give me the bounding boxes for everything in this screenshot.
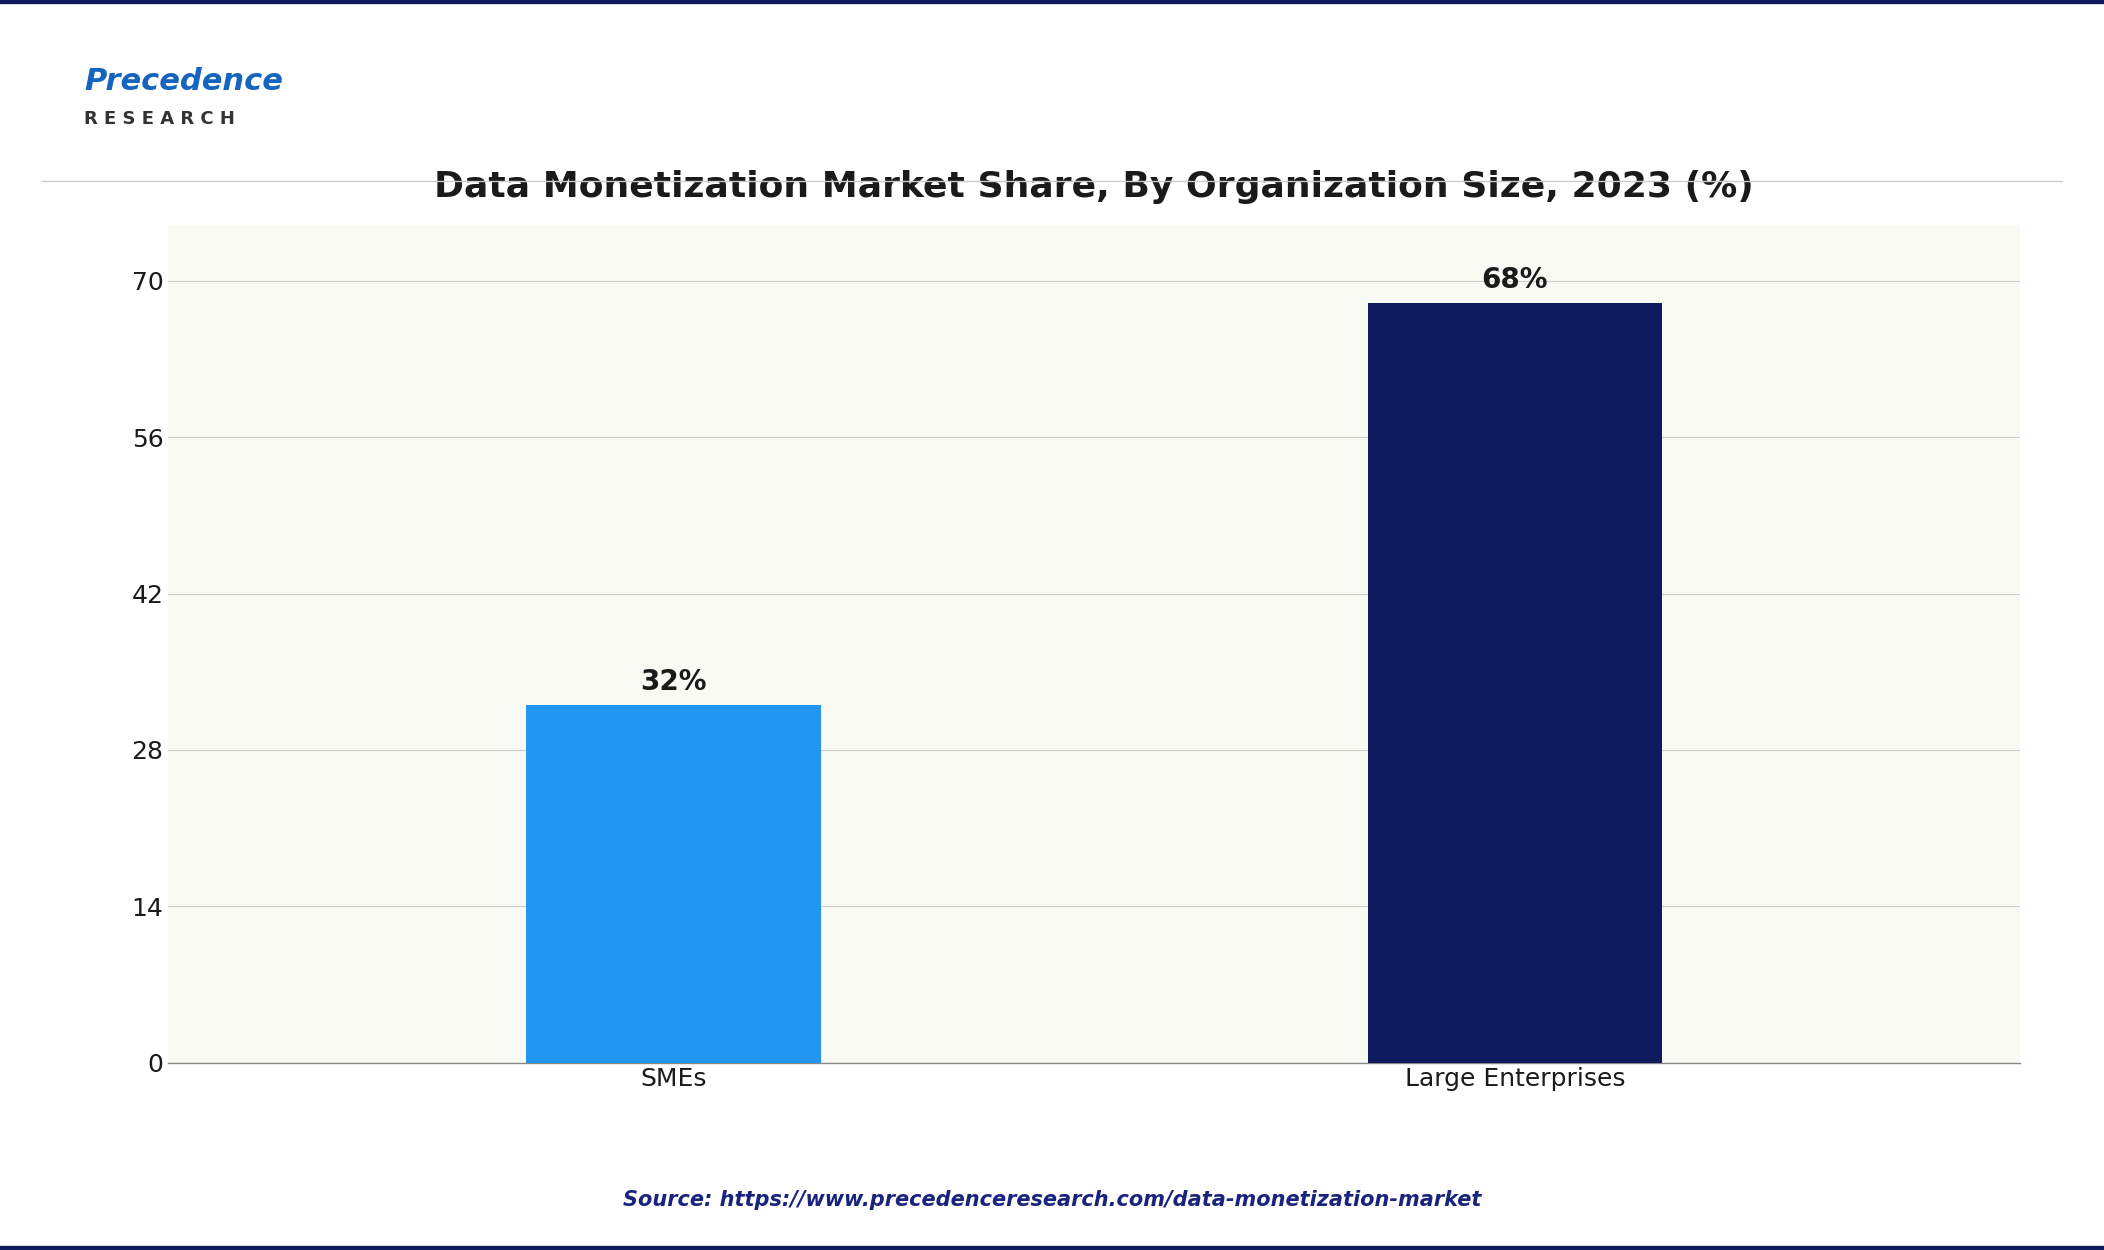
Text: Precedence: Precedence [84,66,284,96]
Text: 32%: 32% [640,669,707,696]
Bar [526,705,821,1062]
Bar [1368,304,1662,1062]
Title: Data Monetization Market Share, By Organization Size, 2023 (%): Data Monetization Market Share, By Organ… [433,170,1755,204]
Text: 68%: 68% [1481,266,1549,294]
Text: Source: https://www.precedenceresearch.com/data-monetization-market: Source: https://www.precedenceresearch.c… [623,1190,1481,1210]
Text: R E S E A R C H: R E S E A R C H [84,110,236,128]
